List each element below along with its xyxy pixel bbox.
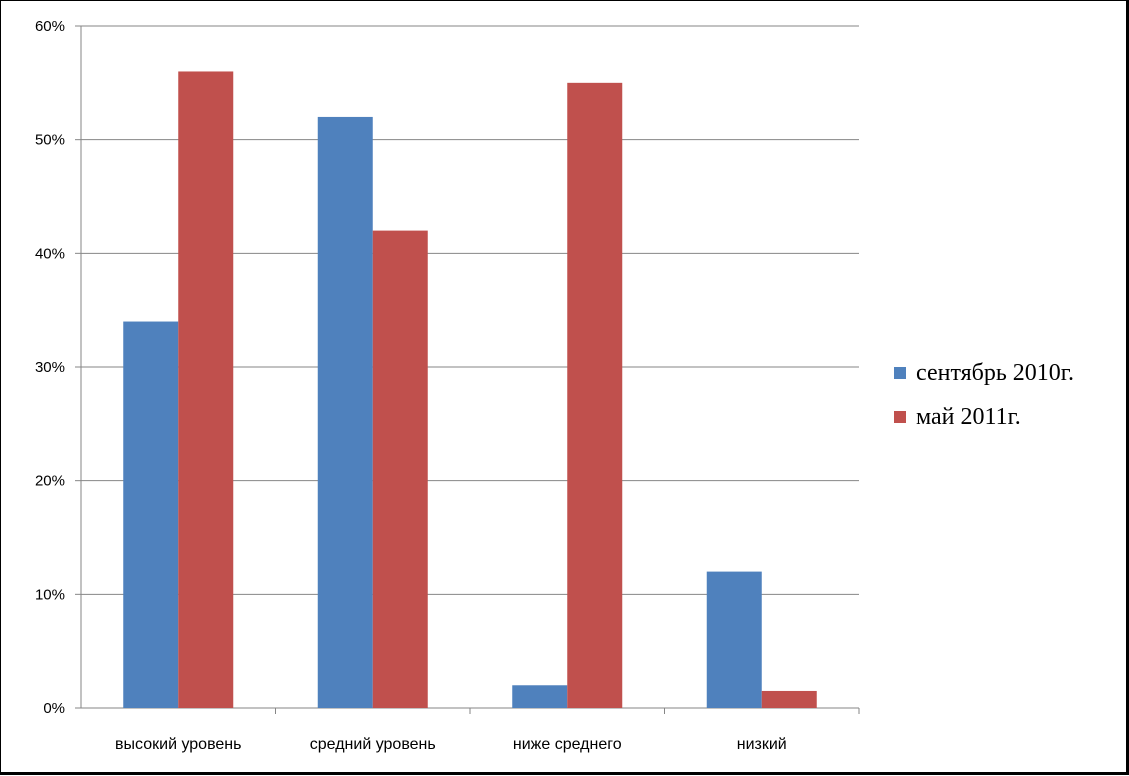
y-tick-label: 60% [35,18,65,35]
bar-2 [178,71,234,708]
x-tick-label: средний уровень [310,736,436,753]
y-tick-label: 20% [35,473,65,490]
bar-2 [372,230,428,708]
legend-swatch-series-2 [894,411,906,423]
x-tick-label: низкий [737,736,787,753]
bar-1 [706,571,762,708]
x-tick-label: ниже среднего [513,736,622,753]
legend-swatch-series-1 [894,367,906,379]
bar-1 [317,116,373,708]
legend: сентябрь 2010г. май 2011г. [894,351,1074,439]
x-tick-label: высокий уровень [115,736,241,753]
y-tick-label: 0% [43,700,65,717]
bar-1 [512,685,568,708]
legend-label-series-1: сентябрь 2010г. [916,359,1074,386]
y-tick-label: 50% [35,132,65,149]
bar-2 [567,82,623,709]
bar-2 [761,690,817,708]
y-tick-label: 10% [35,586,65,603]
legend-label-series-2: май 2011г. [916,403,1021,430]
legend-item-series-2: май 2011г. [894,395,1074,439]
legend-item-series-1: сентябрь 2010г. [894,351,1074,395]
y-tick-label: 30% [35,359,65,376]
y-tick-label: 40% [35,245,65,262]
bar-1 [123,321,179,708]
